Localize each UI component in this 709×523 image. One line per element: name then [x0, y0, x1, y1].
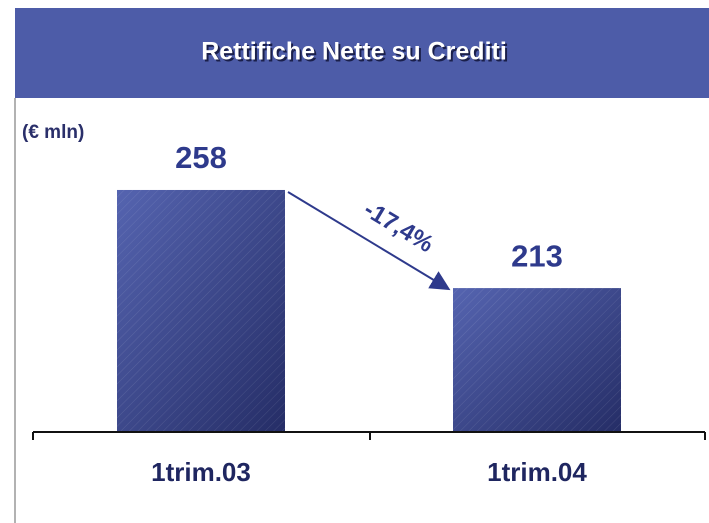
- unit-label: (€ mln): [22, 122, 84, 143]
- change-annotation: -17,4%: [359, 196, 438, 258]
- bar-texture: [453, 288, 621, 432]
- chart-title: Rettifiche Nette su Crediti: [201, 38, 507, 66]
- change-arrow: [287, 191, 451, 291]
- header-band: [15, 8, 709, 98]
- data-label: 258: [175, 140, 227, 175]
- x-tick-label: 1trim.04: [487, 457, 587, 487]
- bar-texture: [117, 189, 285, 432]
- x-tick-label: 1trim.03: [151, 457, 251, 487]
- chart-title-shadow: Rettifiche Nette su Crediti: [203, 40, 509, 68]
- plot: 1trim.03 258 1trim.04 213: [117, 140, 621, 487]
- data-label: 213: [511, 238, 563, 273]
